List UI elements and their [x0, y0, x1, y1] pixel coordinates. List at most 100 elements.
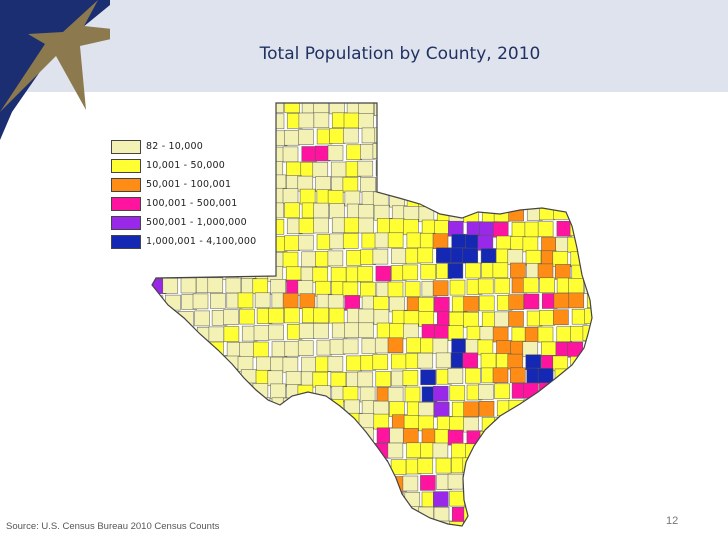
- county-cell: [208, 326, 225, 343]
- county-cell: [346, 355, 362, 372]
- county-cell: [210, 159, 226, 175]
- county-cell: [222, 103, 239, 114]
- county-cell: [480, 248, 497, 264]
- county-cell: [192, 145, 209, 162]
- county-cell: [537, 368, 554, 384]
- county-cell: [268, 324, 284, 341]
- county-cell: [163, 431, 180, 448]
- county-cell: [327, 294, 344, 311]
- county-cell: [556, 220, 573, 237]
- star-icon: [0, 0, 110, 112]
- county-cell: [508, 505, 525, 521]
- county-cell: [510, 131, 526, 148]
- county-cell: [391, 142, 407, 159]
- county-cell: [449, 385, 466, 401]
- legend-label: 82 - 10,000: [146, 141, 203, 152]
- county-cell: [179, 458, 196, 474]
- county-cell: [421, 115, 438, 131]
- county-cell: [298, 234, 314, 251]
- legend-swatch: [111, 197, 141, 211]
- county-cell: [329, 233, 346, 250]
- county-cell: [152, 248, 164, 264]
- county-cell: [508, 416, 524, 433]
- county-cell: [237, 292, 254, 309]
- legend-swatch: [111, 235, 141, 249]
- county-cell: [372, 459, 389, 476]
- county-cell: [524, 221, 541, 238]
- county-cell: [253, 430, 270, 447]
- county-cell: [403, 219, 419, 235]
- county-cell: [582, 430, 592, 447]
- county-cell: [327, 145, 344, 161]
- county-cell: [256, 413, 273, 430]
- county-cell: [492, 221, 509, 238]
- county-cell: [164, 505, 181, 522]
- county-cell: [526, 416, 543, 432]
- county-cell: [179, 249, 196, 265]
- county-cell: [568, 173, 584, 189]
- county-cell: [181, 236, 198, 252]
- county-cell: [359, 386, 376, 403]
- legend-item: 50,001 - 100,001: [111, 178, 311, 192]
- county-cell: [496, 189, 513, 205]
- county-cell: [192, 354, 209, 371]
- county-cell: [344, 295, 360, 311]
- county-cell: [586, 251, 592, 268]
- county-cell: [192, 504, 209, 521]
- county-cell: [237, 251, 254, 268]
- county-cell: [240, 473, 257, 490]
- county-cell: [283, 412, 300, 429]
- county-cell: [152, 130, 165, 147]
- county-cell: [448, 103, 465, 118]
- county-cell: [208, 431, 225, 448]
- county-cell: [196, 367, 212, 384]
- county-cell: [344, 427, 360, 444]
- county-cell: [163, 116, 179, 133]
- county-cell: [282, 251, 299, 268]
- county-cell: [571, 160, 587, 176]
- county-cell: [447, 473, 464, 490]
- county-cell: [556, 487, 573, 504]
- county-cell: [222, 368, 239, 385]
- county-cell: [417, 352, 434, 369]
- county-cell: [252, 446, 269, 463]
- county-cell: [376, 491, 393, 508]
- county-cell: [301, 412, 318, 429]
- county-cell: [208, 221, 224, 237]
- county-cell: [447, 157, 464, 174]
- county-cell: [375, 265, 392, 282]
- county-cell: [537, 116, 554, 132]
- county-cell: [253, 236, 269, 252]
- county-cell: [586, 461, 592, 477]
- county-cell: [344, 399, 360, 416]
- county-cell: [387, 281, 404, 298]
- county-cell: [582, 474, 592, 490]
- county-cell: [207, 382, 224, 399]
- county-cell: [194, 205, 211, 221]
- county-cell: [238, 519, 255, 526]
- county-cell: [523, 293, 540, 310]
- county-cell: [342, 233, 359, 249]
- county-cell: [327, 461, 344, 478]
- county-cell: [373, 518, 389, 526]
- county-cell: [537, 263, 554, 280]
- county-cell: [479, 116, 495, 133]
- county-cell: [359, 491, 376, 507]
- county-cell: [166, 458, 183, 474]
- county-cell: [555, 446, 572, 463]
- county-grid: [152, 103, 592, 526]
- county-cell: [523, 488, 539, 504]
- county-cell: [477, 173, 494, 189]
- county-cell: [152, 457, 164, 474]
- county-cell: [571, 473, 588, 490]
- county-cell: [313, 428, 329, 444]
- county-cell: [522, 341, 539, 357]
- county-cell: [584, 308, 592, 324]
- county-cell: [286, 488, 303, 505]
- page-number: 12: [666, 515, 679, 527]
- county-cell: [256, 202, 273, 219]
- county-cell: [211, 146, 228, 162]
- county-cell: [492, 262, 509, 279]
- county-cell: [404, 386, 421, 403]
- county-cell: [165, 189, 181, 205]
